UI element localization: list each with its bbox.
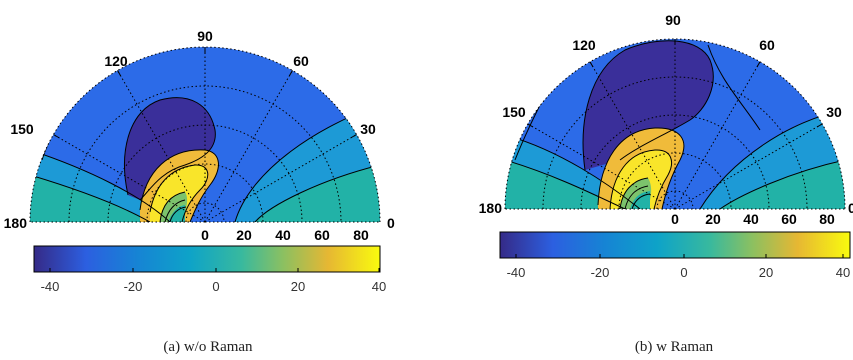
radial-label-0: 0 [201,227,209,243]
colorbar-gradient [33,245,381,273]
angle-label-120: 120 [104,53,128,69]
colorbar-gradient [499,231,851,259]
angle-labels-b: 90 120 60 150 30 180 0 [479,12,853,216]
radial-labels-a: 0 20 40 60 80 [201,227,369,243]
radial-label-80: 80 [353,227,369,243]
colorbar-tick-20: 20 [291,279,305,294]
radial-labels-b: 0 20 40 60 80 [671,211,835,227]
colorbar-tick-neg20: -20 [124,279,143,294]
radial-label-60: 60 [314,227,330,243]
radial-label-80: 80 [819,211,835,227]
angle-label-90: 90 [197,28,213,44]
colorbar-tick-20: 20 [759,265,773,280]
angle-labels-a: 90 120 60 150 30 180 0 [4,28,395,231]
angle-label-60: 60 [759,37,775,53]
colorbar-tick-neg40: -40 [41,279,60,294]
colorbar-b: -40 -20 0 20 40 [499,231,851,280]
colorbar-tick-0: 0 [680,265,687,280]
caption-b: (b) w Raman [635,339,714,355]
angle-label-120: 120 [572,37,596,53]
angle-label-90: 90 [665,12,681,28]
colorbar-tick-40: 40 [836,265,850,280]
angle-label-60: 60 [293,53,309,69]
panel-b: 90 120 60 150 30 180 0 0 20 40 60 80 -40 [479,12,853,355]
tick-marks-b [527,39,823,128]
angle-label-150: 150 [502,104,526,120]
angle-label-150: 150 [10,121,34,137]
radial-label-40: 40 [743,211,759,227]
radial-label-20: 20 [236,227,252,243]
panel-a: 90 120 60 150 30 180 0 0 20 40 60 80 [4,28,395,355]
caption-a: (a) w/o Raman [163,339,253,355]
polar-grid-b [504,38,846,210]
radial-label-0: 0 [671,211,679,227]
colorbar-tick-neg20: -20 [591,265,610,280]
radial-label-60: 60 [781,211,797,227]
polar-grid-a [29,46,381,223]
radial-label-20: 20 [705,211,721,227]
colorbar-tick-0: 0 [212,279,219,294]
tick-marks-a [53,47,357,138]
angle-label-0: 0 [848,200,853,216]
angle-label-180: 180 [479,200,503,216]
colorbar-tick-neg40: -40 [507,265,526,280]
colorbar-tick-40: 40 [372,279,386,294]
angle-label-30: 30 [826,104,842,120]
angle-label-0: 0 [387,215,395,231]
angle-label-30: 30 [360,121,376,137]
colorbar-a: -40 -20 0 20 40 [33,245,386,294]
angle-label-180: 180 [4,215,28,231]
radial-label-40: 40 [275,227,291,243]
